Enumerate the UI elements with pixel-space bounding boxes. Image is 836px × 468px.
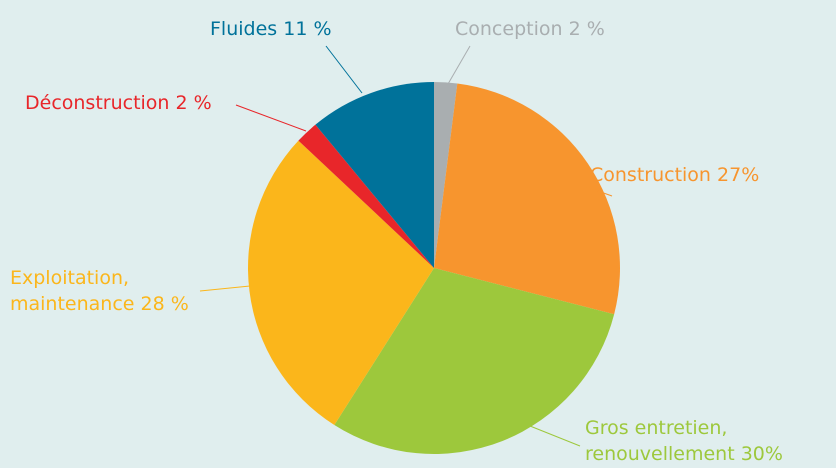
leader-line (235, 104, 307, 132)
slice-label: Exploitation, maintenance 28 % (10, 265, 210, 317)
category-label: Gros entretien, renouvellement (585, 417, 735, 465)
pie-slice (334, 268, 615, 454)
leader-line (447, 45, 471, 85)
pie-slice (315, 82, 434, 268)
value-label: 11 % (283, 18, 332, 40)
value-label: 27% (717, 164, 760, 186)
leader-line (199, 285, 251, 292)
value-label: 30% (740, 443, 783, 465)
pie-slice (434, 82, 458, 268)
category-label: Fluides (210, 18, 278, 40)
slice-label: Conception 2 % (455, 16, 655, 42)
leader-lines (199, 45, 613, 447)
pie-slice (248, 140, 434, 426)
value-label: 2 % (175, 92, 212, 114)
slice-label: Déconstruction 2 % (25, 90, 255, 116)
category-label: Construction (590, 164, 711, 186)
pie-slice (434, 83, 621, 315)
slice-label: Construction 27% (590, 162, 830, 188)
leader-line (325, 45, 363, 94)
pie-slice (298, 124, 434, 268)
category-label: Exploitation, maintenance (10, 267, 135, 315)
category-label: Déconstruction (25, 92, 170, 114)
category-label: Conception (455, 18, 563, 40)
leader-line (583, 185, 613, 197)
value-label: 28 % (140, 293, 189, 315)
slice-label: Fluides 11 % (210, 16, 410, 42)
leader-line (514, 419, 581, 447)
value-label: 2 % (568, 18, 605, 40)
slice-label: Gros entretien, renouvellement 30% (585, 415, 825, 467)
